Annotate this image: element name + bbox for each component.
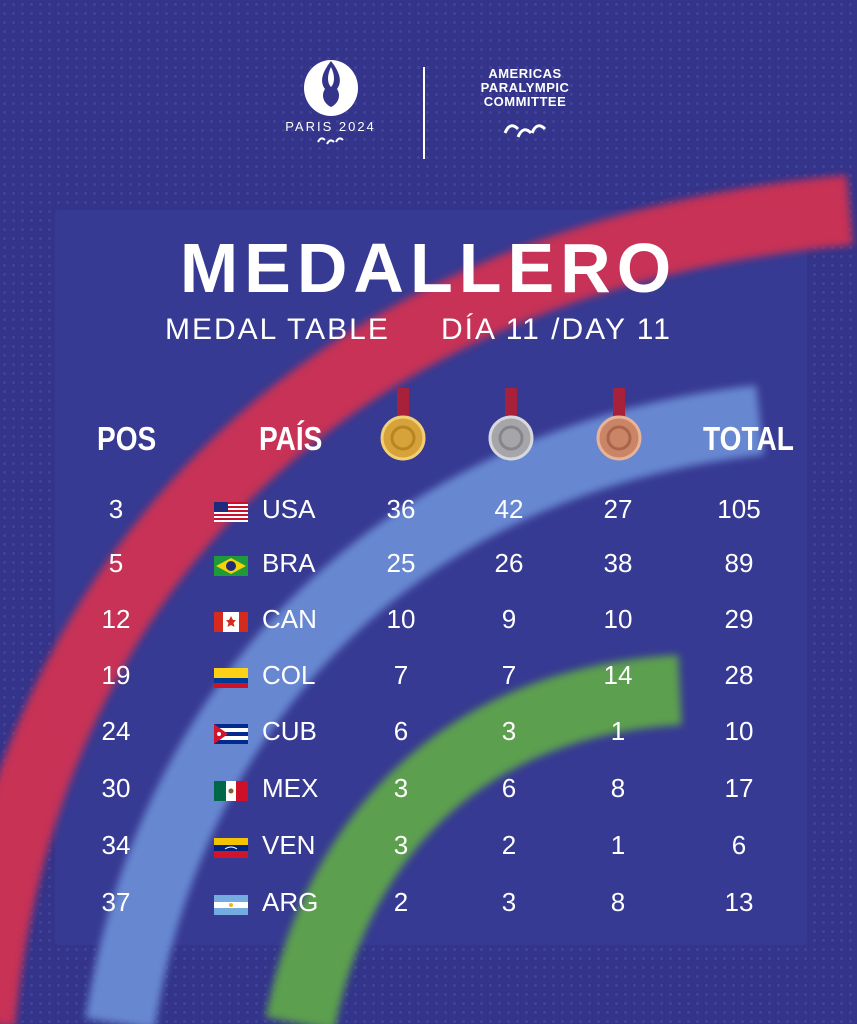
table-row-cub: 24 CUB 6 3 1 10 xyxy=(0,716,857,756)
row-silver: 26 xyxy=(494,548,524,578)
row-silver: 6 xyxy=(501,773,517,803)
bronze-medal-icon xyxy=(596,388,642,461)
flame-icon xyxy=(303,60,358,116)
canada-flag-icon xyxy=(214,612,248,632)
column-header-country: PAÍS xyxy=(259,420,323,457)
row-silver: 42 xyxy=(494,494,524,524)
brazil-flag-icon xyxy=(214,556,248,576)
table-row-ven: 34 VEN 3 2 1 6 xyxy=(0,830,857,870)
row-bronze: 14 xyxy=(603,660,633,690)
agitos-icon xyxy=(316,137,344,145)
row-total: 13 xyxy=(724,887,754,917)
row-total: 29 xyxy=(724,604,754,634)
row-silver: 9 xyxy=(501,604,517,634)
row-gold: 36 xyxy=(386,494,416,524)
table-row-bra: 5 BRA 25 26 38 89 xyxy=(0,548,857,588)
row-bronze: 8 xyxy=(610,773,626,803)
row-country-code: COL xyxy=(262,660,316,690)
apc-line2: PARALYMPIC xyxy=(480,80,570,95)
row-position: 5 xyxy=(108,548,124,578)
row-position: 37 xyxy=(101,887,131,917)
table-row-mex: 30 MEX 3 6 8 17 xyxy=(0,773,857,813)
row-position: 34 xyxy=(101,830,131,860)
venezuela-flag-icon xyxy=(214,838,248,858)
row-silver: 7 xyxy=(501,660,517,690)
subtitle-medal-table: MEDAL TABLE xyxy=(165,313,390,346)
subtitle-day: DÍA 11 /DAY 11 xyxy=(441,313,672,346)
row-position: 12 xyxy=(101,604,131,634)
row-bronze: 1 xyxy=(610,830,626,860)
row-gold: 3 xyxy=(393,830,409,860)
table-row-usa: 3 USA 36 42 27 105 xyxy=(0,494,857,534)
gold-medal-icon xyxy=(380,388,426,461)
row-gold: 10 xyxy=(386,604,416,634)
logo-divider xyxy=(423,67,425,159)
row-country-code: VEN xyxy=(262,830,316,860)
row-total: 17 xyxy=(724,773,754,803)
column-header-pos: POS xyxy=(97,420,157,457)
usa-flag-icon xyxy=(214,502,248,522)
paris-2024-logo: PARIS 2024 xyxy=(278,55,383,153)
argentina-flag-icon xyxy=(214,895,248,915)
colombia-flag-icon xyxy=(214,668,248,688)
row-position: 30 xyxy=(101,773,131,803)
row-silver: 3 xyxy=(501,716,517,746)
table-row-arg: 37 ARG 2 3 8 13 xyxy=(0,887,857,927)
row-total: 6 xyxy=(731,830,747,860)
row-country-code: ARG xyxy=(262,887,319,917)
agitos-icon xyxy=(503,124,547,138)
row-position: 3 xyxy=(108,494,124,524)
americas-paralympic-committee-logo: AMERICAS PARALYMPIC COMMITTEE xyxy=(460,67,590,141)
row-gold: 2 xyxy=(393,887,409,917)
row-bronze: 10 xyxy=(603,604,633,634)
row-bronze: 38 xyxy=(603,548,633,578)
row-country-code: MEX xyxy=(262,773,319,803)
table-row-col: 19 COL 7 7 14 28 xyxy=(0,660,857,700)
red-arc xyxy=(0,175,854,1024)
paris-2024-text: PARIS 2024 xyxy=(285,119,376,134)
row-gold: 6 xyxy=(393,716,409,746)
table-row-can: 12 CAN 10 9 10 29 xyxy=(0,604,857,644)
row-silver: 3 xyxy=(501,887,517,917)
row-position: 19 xyxy=(101,660,131,690)
row-total: 89 xyxy=(724,548,754,578)
mexico-flag-icon xyxy=(214,781,248,801)
row-country-code: USA xyxy=(262,494,316,524)
page-title: MEDALLERO xyxy=(179,229,678,307)
apc-line1: AMERICAS xyxy=(488,66,562,81)
cuba-flag-icon xyxy=(214,724,248,744)
row-gold: 3 xyxy=(393,773,409,803)
row-gold: 25 xyxy=(386,548,416,578)
row-total: 28 xyxy=(724,660,754,690)
header: PARIS 2024 AMERICAS PARALYMPIC COMMITTEE xyxy=(0,55,857,165)
apc-line3: COMMITTEE xyxy=(483,94,567,109)
green-arc xyxy=(265,655,682,1024)
row-country-code: CUB xyxy=(262,716,317,746)
silver-medal-icon xyxy=(488,388,534,461)
row-position: 24 xyxy=(101,716,131,746)
row-bronze: 8 xyxy=(610,887,626,917)
row-country-code: CAN xyxy=(262,604,317,634)
column-header-total: TOTAL xyxy=(703,420,794,457)
row-total: 105 xyxy=(717,494,761,524)
row-silver: 2 xyxy=(501,830,517,860)
row-gold: 7 xyxy=(393,660,409,690)
row-country-code: BRA xyxy=(262,548,316,578)
row-bronze: 27 xyxy=(603,494,633,524)
row-total: 10 xyxy=(724,716,754,746)
row-bronze: 1 xyxy=(610,716,626,746)
